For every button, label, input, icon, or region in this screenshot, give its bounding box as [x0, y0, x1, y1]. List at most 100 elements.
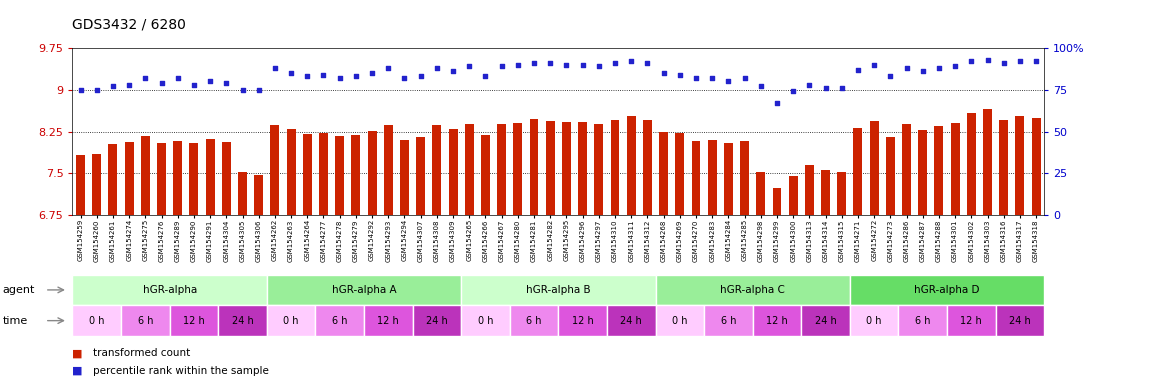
Point: [412, 73, 430, 79]
Bar: [546, 121, 554, 215]
Point: [1027, 58, 1045, 65]
Point: [282, 70, 300, 76]
Text: 6 h: 6 h: [332, 316, 347, 326]
Bar: [707, 141, 716, 215]
Point: [444, 68, 462, 74]
Bar: [805, 166, 814, 215]
Text: 24 h: 24 h: [231, 316, 253, 326]
Point: [638, 60, 657, 66]
Bar: [497, 124, 506, 215]
Bar: [999, 121, 1009, 215]
Text: 24 h: 24 h: [1009, 316, 1030, 326]
Point: [540, 60, 559, 66]
Point: [380, 65, 398, 71]
Text: hGR-alpha D: hGR-alpha D: [914, 285, 980, 295]
Bar: [967, 113, 975, 215]
Text: 12 h: 12 h: [766, 316, 788, 326]
Point: [816, 85, 835, 91]
Point: [719, 78, 737, 84]
Point: [120, 82, 138, 88]
Point: [250, 87, 268, 93]
Bar: [513, 122, 522, 215]
Bar: [448, 129, 458, 215]
Point: [330, 75, 348, 81]
Point: [784, 88, 803, 94]
Point: [87, 87, 106, 93]
Point: [590, 63, 608, 70]
Bar: [481, 136, 490, 215]
Point: [768, 100, 787, 106]
Point: [979, 56, 997, 63]
Bar: [286, 129, 296, 215]
Text: hGR-alpha A: hGR-alpha A: [331, 285, 397, 295]
Bar: [691, 141, 700, 215]
Bar: [174, 141, 182, 215]
Point: [298, 73, 316, 79]
Point: [800, 82, 819, 88]
Point: [428, 65, 446, 71]
Point: [654, 70, 673, 76]
Point: [963, 58, 981, 65]
Bar: [724, 143, 733, 215]
Text: 6 h: 6 h: [527, 316, 542, 326]
Bar: [108, 144, 117, 215]
Point: [233, 87, 252, 93]
Text: percentile rank within the sample: percentile rank within the sample: [93, 366, 269, 376]
Point: [460, 63, 478, 70]
Bar: [336, 136, 344, 215]
Point: [524, 60, 543, 66]
Bar: [741, 141, 749, 215]
Point: [735, 75, 753, 81]
Bar: [270, 125, 279, 215]
Point: [1011, 58, 1029, 65]
Bar: [400, 140, 409, 215]
Text: 24 h: 24 h: [620, 316, 642, 326]
Bar: [821, 170, 830, 215]
Text: GDS3432 / 6280: GDS3432 / 6280: [72, 17, 186, 31]
Text: hGR-alpha C: hGR-alpha C: [720, 285, 785, 295]
Point: [946, 63, 965, 70]
Bar: [951, 123, 959, 215]
Bar: [384, 126, 392, 215]
Text: 0 h: 0 h: [866, 316, 882, 326]
Bar: [869, 121, 879, 215]
Bar: [562, 122, 570, 215]
Bar: [773, 188, 781, 215]
Text: 0 h: 0 h: [477, 316, 493, 326]
Bar: [611, 120, 620, 215]
Point: [558, 62, 576, 68]
Text: time: time: [2, 316, 28, 326]
Point: [508, 62, 527, 68]
Bar: [853, 127, 862, 215]
Bar: [643, 120, 652, 215]
Point: [201, 78, 220, 84]
Text: 6 h: 6 h: [721, 316, 736, 326]
Bar: [254, 175, 263, 215]
Point: [314, 72, 332, 78]
Point: [833, 85, 851, 91]
Bar: [465, 124, 474, 215]
Bar: [757, 172, 765, 215]
Point: [185, 82, 204, 88]
Bar: [578, 122, 586, 215]
Point: [396, 75, 414, 81]
Point: [476, 73, 494, 79]
Point: [865, 62, 883, 68]
Bar: [76, 156, 85, 215]
Bar: [659, 131, 668, 215]
Bar: [902, 124, 911, 215]
Text: 0 h: 0 h: [283, 316, 299, 326]
Text: hGR-alpha B: hGR-alpha B: [526, 285, 591, 295]
Point: [136, 75, 154, 81]
Bar: [158, 142, 166, 215]
Point: [346, 73, 365, 79]
Bar: [919, 130, 927, 215]
Bar: [675, 133, 684, 215]
Bar: [837, 172, 846, 215]
Text: 12 h: 12 h: [572, 316, 593, 326]
Point: [266, 65, 284, 71]
Bar: [222, 142, 231, 215]
Point: [363, 70, 382, 76]
Bar: [530, 119, 538, 215]
Bar: [190, 143, 198, 215]
